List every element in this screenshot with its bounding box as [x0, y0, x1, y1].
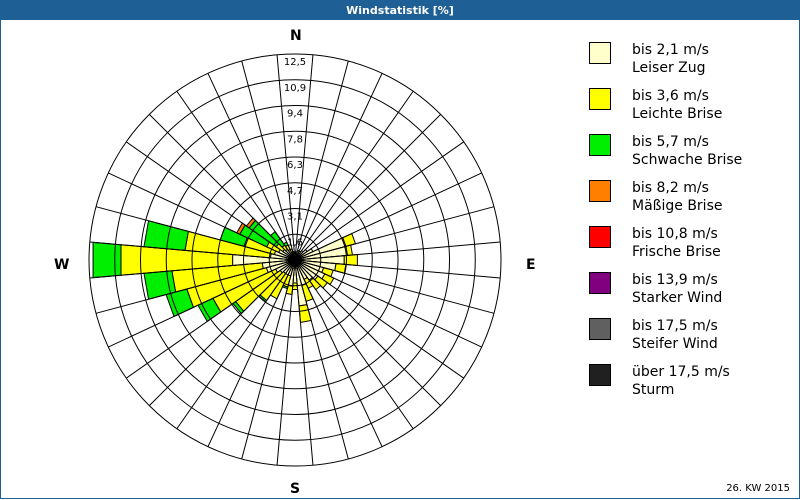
legend-speed: bis 2,1 m/s [632, 42, 709, 58]
legend-label: Mäßige Brise [632, 198, 723, 214]
grid-spoke [294, 259, 383, 447]
grid-spoke [176, 259, 296, 430]
legend-label: Schwache Brise [632, 152, 743, 168]
polar-grid [88, 53, 502, 467]
legend-swatch [589, 226, 611, 248]
grid-spoke [294, 141, 465, 261]
grid-spoke [241, 60, 296, 261]
legend-speed: bis 17,5 m/s [632, 318, 718, 334]
grid-spoke [294, 54, 314, 261]
period-label: 26. KW 2015 [726, 483, 790, 494]
grid-spoke [294, 241, 501, 261]
grid-spoke [95, 259, 296, 314]
legend-speed: bis 8,2 m/s [632, 180, 709, 196]
grid-spoke [294, 73, 383, 261]
grid-ring [88, 53, 502, 467]
grid-spoke [294, 90, 414, 261]
grid-ring [165, 130, 425, 390]
grid-spoke [108, 172, 296, 261]
legend-label: Frische Brise [632, 244, 721, 260]
compass-north-label: N [290, 28, 302, 44]
grid-spoke [294, 259, 501, 279]
ring-label: 10,9 [284, 83, 306, 94]
grid-spoke [294, 259, 482, 348]
grid-spoke [294, 259, 495, 314]
wind-rose-plot: 1,6 3,1 4,7 6,3 7,8 9,4 10,9 12,5 [88, 53, 502, 467]
grid-ring [191, 156, 399, 364]
ring-label: 7,8 [287, 134, 303, 145]
legend-swatch [589, 364, 611, 386]
grid-spoke [176, 90, 296, 261]
ring-label: 1,6 [287, 237, 303, 248]
grid-spoke [148, 113, 296, 261]
grid-ring [140, 105, 450, 415]
legend-speed: bis 5,7 m/s [632, 134, 709, 150]
grid-spoke [276, 259, 296, 466]
grid-spoke [241, 259, 296, 460]
grid-spoke [207, 73, 296, 261]
grid-spoke [294, 259, 442, 407]
grid-ring [243, 208, 347, 312]
wind-sector [92, 241, 122, 279]
grid-spoke [89, 259, 296, 279]
grid-spoke [89, 241, 296, 261]
legend-label: Leichte Brise [632, 106, 723, 122]
ring-label: 12,5 [284, 57, 306, 68]
compass-south-label: S [290, 481, 301, 497]
wind-sector [345, 244, 354, 256]
ring-labels: 1,6 3,1 4,7 6,3 7,8 9,4 10,9 12,5 [284, 57, 306, 248]
grid-spoke [294, 172, 482, 261]
compass-west-label: W [54, 257, 70, 273]
grid-spoke [108, 259, 296, 348]
grid-spoke [294, 60, 349, 261]
legend-speed: über 17,5 m/s [632, 364, 730, 380]
legend-swatch [589, 318, 611, 340]
grid-spoke [294, 206, 495, 261]
grid-spoke [294, 259, 414, 430]
ring-label: 9,4 [287, 109, 303, 120]
legend-speed: bis 10,8 m/s [632, 226, 718, 242]
legend-label: Sturm [632, 382, 675, 398]
grid-spoke [207, 259, 296, 447]
legend-label: Starker Wind [632, 290, 723, 306]
legend-swatch [589, 134, 611, 156]
chart-title: Windstatistik [%] [0, 0, 800, 20]
grid-spoke [294, 259, 349, 460]
legend-speed: bis 3,6 m/s [632, 88, 709, 104]
grid-spoke [125, 259, 296, 379]
legend-swatch [589, 88, 611, 110]
grid-spoke [276, 54, 296, 261]
legend-label: Steifer Wind [632, 336, 718, 352]
ring-label: 6,3 [287, 160, 303, 171]
legend-swatch [589, 272, 611, 294]
ring-label: 4,7 [287, 186, 303, 197]
grid-ring [217, 182, 373, 338]
grid-ring [268, 233, 322, 287]
grid-spoke [125, 141, 296, 261]
legend-swatch [589, 42, 611, 64]
grid-ring [114, 79, 476, 441]
grid-spoke [95, 206, 296, 261]
ring-label: 3,1 [287, 212, 303, 223]
legend-swatch [589, 180, 611, 202]
legend-speed: bis 13,9 m/s [632, 272, 718, 288]
grid-spoke [294, 259, 314, 466]
legend-label: Leiser Zug [632, 60, 706, 76]
grid-spoke [148, 259, 296, 407]
compass-east-label: E [526, 257, 536, 273]
grid-spoke [294, 259, 465, 379]
grid-spoke [294, 113, 442, 261]
